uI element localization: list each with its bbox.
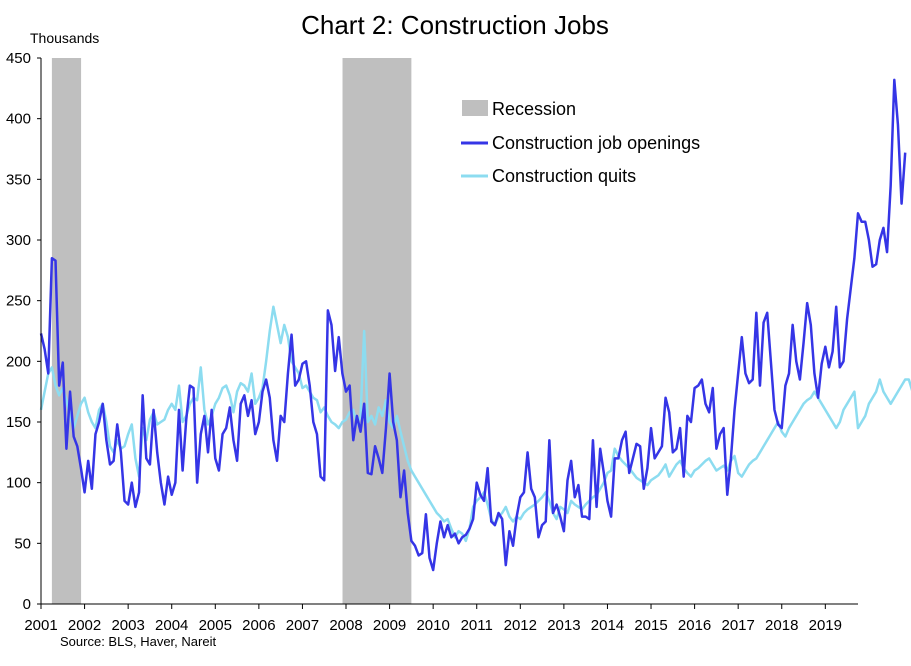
y-tick-label: 450	[6, 50, 31, 67]
recession-band-2	[342, 58, 412, 604]
legend-quits-label: Construction quits	[492, 166, 636, 186]
chart-title: Chart 2: Construction Jobs	[301, 10, 609, 40]
x-tick-label: 2019	[809, 617, 842, 634]
source-note: Source: BLS, Haver, Nareit	[60, 634, 216, 649]
y-tick-label: 50	[14, 535, 31, 552]
x-tick-label: 2006	[242, 617, 275, 634]
legend-openings-label: Construction job openings	[492, 133, 700, 153]
x-tick-labels: 2001 2002 2003 2004 2005 2006 2007 2008 2009 2010…	[24, 604, 842, 634]
x-tick-label: 2012	[504, 617, 537, 634]
x-tick-label: 2011	[461, 617, 493, 634]
x-tick-label: 2018	[765, 617, 798, 634]
x-tick-label: 2010	[416, 617, 449, 634]
y-axis-label: Thousands	[30, 30, 99, 46]
series-line-job-openings	[39, 78, 907, 572]
series-line-quits	[39, 305, 911, 543]
x-tick-label: 2015	[634, 617, 667, 634]
x-tick-label: 2014	[591, 617, 624, 634]
legend: Recession Construction job openings Cons…	[461, 99, 700, 186]
x-tick-label: 2017	[721, 617, 754, 634]
x-tick-label: 2009	[373, 617, 406, 634]
x-tick-label: 2008	[329, 617, 362, 634]
y-tick-label: 100	[6, 475, 31, 492]
y-tick-label: 250	[6, 293, 31, 310]
x-tick-label: 2013	[547, 617, 580, 634]
x-tick-label: 2007	[286, 617, 319, 634]
series-layer	[39, 78, 911, 572]
x-tick-label: 2002	[68, 617, 101, 634]
x-tick-label: 2005	[199, 617, 232, 634]
x-tick-label: 2003	[111, 617, 144, 634]
y-tick-label: 300	[6, 232, 31, 249]
x-tick-label: 2001	[24, 617, 57, 634]
recession-band-1	[51, 58, 82, 604]
y-tick-label: 400	[6, 111, 31, 128]
x-tick-label: 2016	[678, 617, 711, 634]
legend-recession-label: Recession	[492, 99, 576, 119]
y-tick-label: 350	[6, 171, 31, 188]
y-tick-label: 0	[23, 596, 31, 613]
recession-shading-layer	[51, 58, 412, 604]
legend-recession-swatch	[462, 100, 488, 116]
axes-layer	[40, 58, 858, 605]
x-tick-label: 2004	[155, 617, 188, 634]
y-tick-label: 200	[6, 353, 31, 370]
y-tick-label: 150	[6, 414, 31, 431]
y-tick-labels: 0 50 100 150 200 250 300 350 400 450	[6, 50, 41, 613]
